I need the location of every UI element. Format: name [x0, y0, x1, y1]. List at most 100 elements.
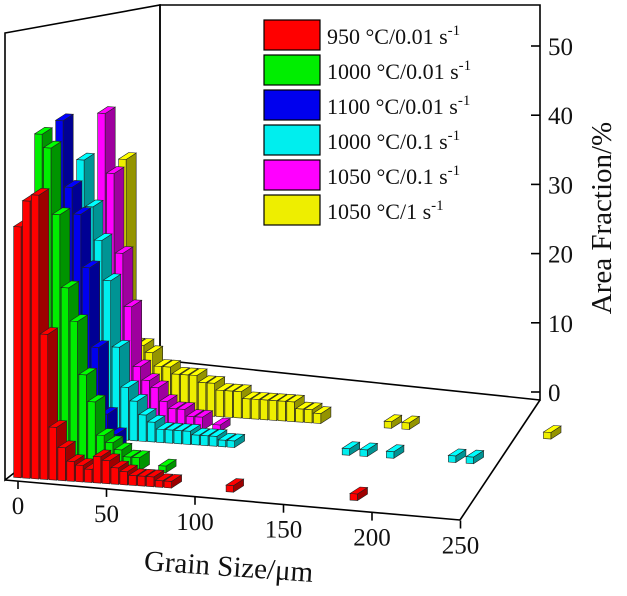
bar-top	[56, 440, 77, 449]
bar-series-4-18	[226, 433, 246, 449]
bar-top	[225, 478, 245, 486]
bar-top	[173, 423, 193, 432]
bar-front	[138, 414, 147, 442]
bar-top	[154, 473, 174, 482]
bar-top	[123, 299, 143, 308]
legend-label: 1100 °C/0.01 s-1	[327, 93, 470, 119]
bar-front	[215, 389, 224, 418]
bar-top	[194, 409, 214, 418]
bar-top	[167, 401, 187, 410]
bar-top	[383, 414, 403, 423]
bar-front	[78, 374, 87, 468]
bar-top	[63, 180, 83, 188]
x-tick-label: 50	[94, 501, 119, 528]
bar-top	[33, 126, 54, 135]
bar-series-1-18	[163, 474, 183, 489]
bar-top	[400, 415, 421, 424]
bar-series-4-20	[358, 442, 379, 458]
bar-top	[163, 474, 183, 482]
bar-top	[122, 449, 142, 458]
legend-swatch	[263, 19, 321, 51]
legend-item-3: 1100 °C/0.01 s-1	[263, 89, 470, 121]
bar-top	[341, 441, 361, 450]
bar-front	[137, 475, 146, 487]
bar-top	[118, 464, 139, 473]
bar-front	[93, 455, 102, 484]
bar-top	[110, 460, 130, 469]
bar-series-6-23	[312, 406, 332, 425]
x-tick-label: 200	[353, 525, 391, 552]
bar-front	[349, 493, 358, 501]
bar-top	[179, 367, 200, 376]
bar-front	[164, 429, 173, 444]
bar-front	[224, 390, 233, 418]
legend-item-2: 1000 °C/0.01 s-1	[263, 54, 471, 86]
bar-top	[65, 454, 86, 462]
bar-top	[312, 406, 332, 414]
legend-item-5: 1050 °C/0.1 s-1	[263, 159, 460, 191]
bar-series-1-19	[225, 478, 245, 493]
bar-front	[225, 484, 234, 493]
bar-front	[295, 408, 304, 423]
legend-label-exponent: -1	[431, 198, 444, 214]
axis-ticks	[17, 45, 540, 529]
bar-front	[119, 470, 128, 486]
bar-top	[95, 428, 116, 436]
bar-top	[140, 373, 161, 381]
bar-top	[93, 233, 113, 241]
bar-top	[447, 448, 467, 457]
bar-front	[251, 398, 260, 420]
legend-label-exponent: -1	[458, 93, 471, 109]
bar-front	[129, 400, 138, 442]
bar-series-1-20	[349, 486, 369, 502]
bar-top	[136, 468, 157, 477]
bar-front	[128, 474, 137, 486]
bar-front	[182, 430, 191, 445]
bar-top	[75, 152, 96, 161]
bar-top	[217, 432, 237, 441]
legend-label-exponent: -1	[448, 23, 461, 39]
bar-top	[181, 423, 202, 432]
legend-label-main: 1050 °C/1 s	[327, 199, 431, 224]
bar-front	[304, 408, 313, 424]
y-tick-label: 40	[548, 103, 573, 130]
bar-front	[146, 476, 155, 488]
bar-top	[208, 429, 228, 437]
bar-top	[90, 340, 110, 348]
bar-top	[232, 384, 253, 393]
legend-label-main: 1000 °C/0.01 s	[327, 59, 459, 84]
legend-swatch	[263, 124, 321, 156]
bar-front	[57, 446, 66, 482]
bar-top	[268, 393, 288, 402]
bar-front	[359, 449, 368, 457]
floor-right-edge	[459, 399, 541, 521]
bar-top	[153, 359, 173, 367]
bar-series-6-24	[383, 414, 403, 429]
bar-top	[81, 260, 101, 269]
bar-top	[30, 187, 50, 196]
bar-front	[286, 401, 295, 423]
y-axis-title: Area Fraction/%	[586, 122, 618, 314]
legend-label-main: 1100 °C/0.01 s	[327, 94, 458, 119]
y-tick-label: 10	[548, 311, 573, 338]
bar-top	[223, 383, 244, 392]
bar-top	[157, 458, 178, 467]
bar-top	[188, 368, 208, 376]
bar-top	[102, 273, 122, 282]
bar-top	[149, 380, 170, 389]
bar-top	[164, 422, 184, 431]
bar-front	[101, 459, 110, 485]
bar-top	[128, 393, 149, 402]
bar-front	[209, 435, 218, 447]
bar-top	[358, 442, 379, 451]
bar-top	[277, 393, 297, 402]
bar-front	[110, 467, 119, 485]
bar-top	[131, 450, 151, 459]
axis-tick-labels: 0 50 100 150 200 250 0 10 20 30 40 50	[12, 34, 573, 560]
bar-front	[465, 456, 474, 465]
bar-series-4-19	[341, 441, 361, 456]
legend-label: 1050 °C/1 s-1	[327, 198, 444, 224]
bar-top	[119, 380, 140, 388]
floor-front-edge	[4, 479, 461, 521]
bar-front	[242, 398, 251, 420]
